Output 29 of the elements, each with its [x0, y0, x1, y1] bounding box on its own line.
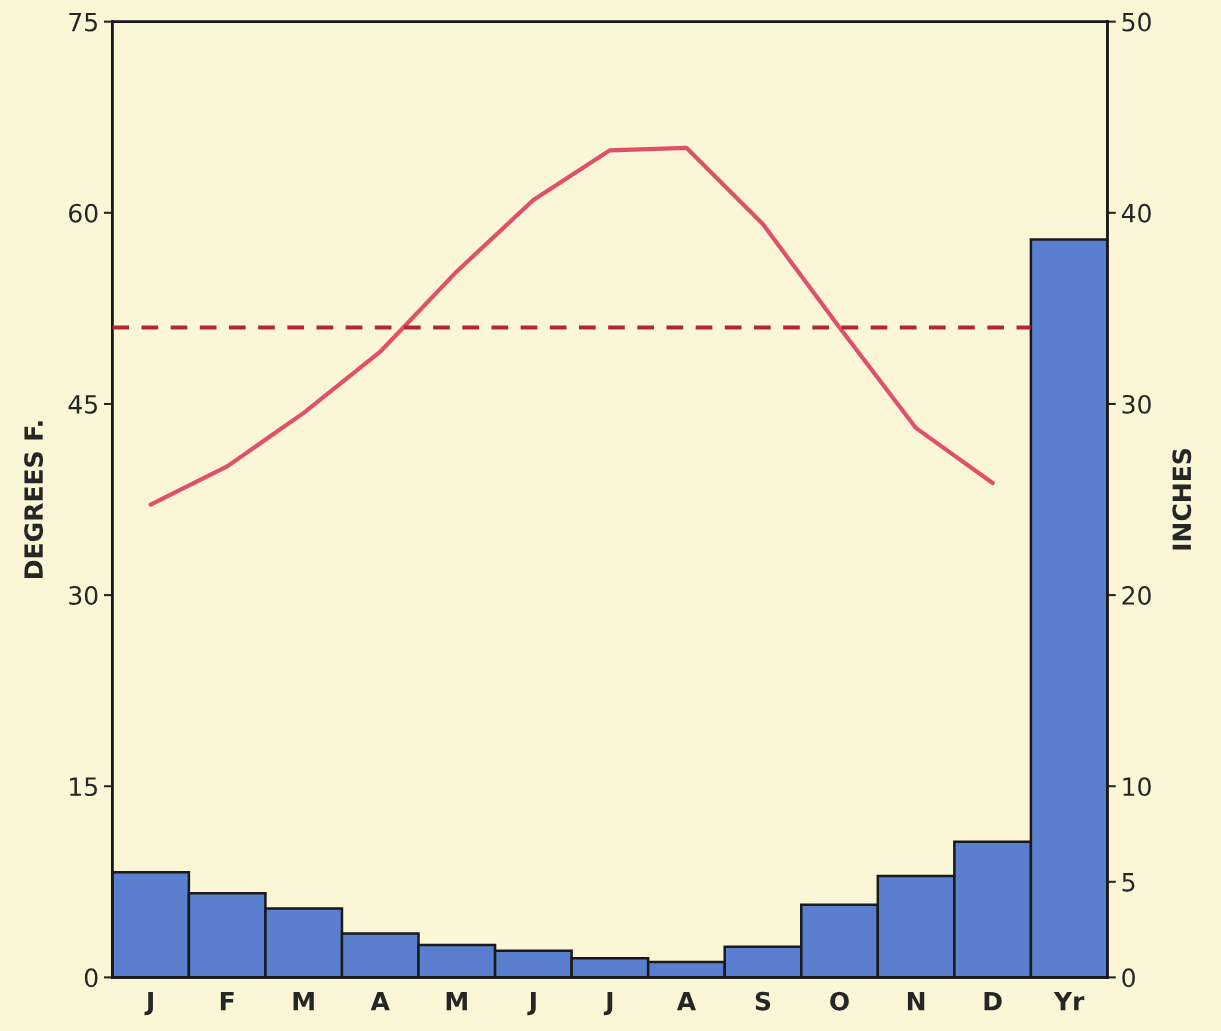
x-tick-label: M — [446, 992, 467, 1011]
y-tick-label: 30 — [69, 586, 98, 605]
y2-tick-label: 0 — [1122, 968, 1135, 988]
y-tick-label: 15 — [70, 777, 97, 797]
x-tick-label: J — [527, 992, 536, 1016]
y2-axis-title: INCHES — [1172, 449, 1192, 550]
x-tick-label: A — [370, 992, 390, 1011]
y2-tick-label: 10 — [1123, 777, 1151, 797]
y2-tick-label: 20 — [1122, 586, 1151, 605]
y-tick-label: 0 — [84, 968, 98, 988]
y2-tick-label: 40 — [1121, 203, 1151, 223]
x-tick-label: D — [984, 992, 1002, 1011]
x-tick-label: N — [907, 992, 925, 1011]
y-axis-title: DEGREES F. — [24, 421, 44, 578]
x-tick-label: J — [603, 992, 613, 1016]
y2-tick-label: 5 — [1122, 873, 1135, 892]
y2-tick-label: 50 — [1122, 12, 1151, 32]
x-tick-label: A — [676, 992, 696, 1011]
x-tick-label: Yr — [1053, 992, 1085, 1011]
x-tick-label: O — [830, 991, 849, 1011]
y-tick-label: 60 — [69, 203, 98, 223]
x-tick-label: J — [144, 992, 153, 1016]
x-tick-label: M — [293, 992, 314, 1011]
x-tick-label: S — [755, 991, 771, 1011]
line-series — [148, 145, 995, 507]
y-tick-label: 45 — [68, 395, 97, 414]
y-tick-label: 75 — [69, 12, 97, 32]
x-tick-label: F — [220, 992, 234, 1011]
y2-tick-label: 30 — [1122, 394, 1151, 414]
